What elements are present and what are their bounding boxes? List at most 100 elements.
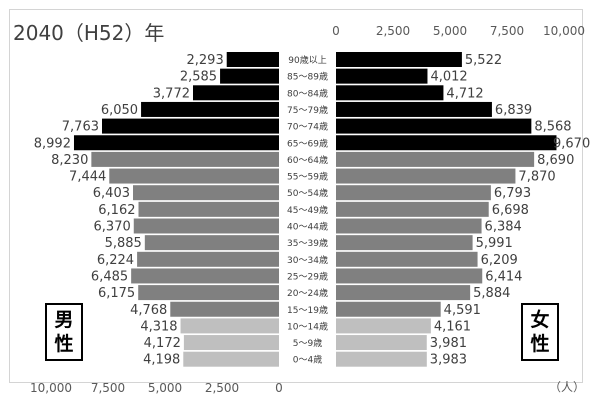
- male-tick-label: 2,500: [205, 381, 239, 395]
- female-value-label: 5,884: [473, 286, 510, 301]
- male-bar: [170, 301, 279, 317]
- female-value-label: 5,991: [476, 236, 513, 251]
- male-value-label: 3,772: [153, 86, 190, 101]
- female-bar: [336, 68, 428, 84]
- male-bar: [144, 235, 279, 251]
- female-bar: [336, 135, 557, 151]
- male-value-label: 6,050: [101, 103, 138, 118]
- male-bar: [138, 201, 279, 217]
- male-bar: [220, 68, 279, 84]
- female-bar: [336, 335, 427, 351]
- female-bars: [336, 52, 557, 367]
- male-tick-label: 10,000: [30, 381, 72, 395]
- female-value-label: 6,414: [485, 269, 522, 284]
- female-label-char-1: 女: [530, 309, 550, 331]
- female-value-label: 8,568: [534, 120, 571, 135]
- female-value-label: 4,591: [444, 303, 481, 318]
- female-label-char-2: 性: [530, 333, 550, 355]
- female-tick-label: 7,500: [490, 24, 524, 38]
- age-group-label: 25～29歳: [287, 270, 328, 282]
- age-group-label: 70～74歳: [287, 121, 328, 133]
- female-tick-label: 10,000: [543, 24, 585, 38]
- female-bar: [336, 301, 441, 317]
- female-value-label: 3,981: [430, 336, 467, 351]
- male-bar: [183, 335, 279, 351]
- chart-frame: [9, 9, 583, 383]
- male-axis-ticks: 10,000 7,500 5,000 2,500 0: [30, 381, 283, 395]
- male-value-label: 8,230: [51, 153, 88, 168]
- male-value-label: 4,768: [130, 303, 167, 318]
- female-value-label: 6,384: [485, 220, 522, 235]
- male-bar: [226, 52, 279, 67]
- unit-label: （人）: [549, 380, 586, 394]
- age-group-label: 65～69歳: [287, 137, 328, 149]
- female-value-label: 9,670: [553, 136, 590, 151]
- male-value-label: 6,224: [97, 253, 134, 268]
- male-bar: [138, 285, 279, 301]
- female-value-label: 4,712: [446, 86, 483, 101]
- female-bar: [336, 101, 492, 117]
- male-bar: [137, 251, 279, 267]
- age-group-label: 60～64歳: [287, 154, 328, 166]
- male-bar: [141, 101, 279, 117]
- male-bar: [131, 268, 279, 284]
- male-value-label: 6,370: [94, 220, 131, 235]
- female-bar: [336, 235, 473, 251]
- age-group-label: 75～79歳: [287, 104, 328, 116]
- female-axis-ticks: 0 2,500 5,000 7,500 10,000: [332, 24, 585, 38]
- female-bar: [336, 52, 462, 67]
- male-value-label: 6,175: [98, 286, 135, 301]
- age-group-label: 45～49歳: [287, 204, 328, 216]
- female-tick-label: 0: [332, 24, 340, 38]
- age-group-label: 55～59歳: [287, 171, 328, 183]
- age-group-label: 85～89歳: [287, 71, 328, 83]
- female-value-label: 8,690: [537, 153, 574, 168]
- male-bar: [180, 318, 279, 334]
- age-group-label: 50～54歳: [287, 187, 328, 199]
- female-tick-label: 5,000: [433, 24, 467, 38]
- male-bar: [73, 135, 280, 151]
- age-group-labels: 90歳以上 85～89歳 80～84歳 75～79歳 70～74歳 65～69歳 60～64…: [287, 54, 328, 366]
- female-value-label: 3,983: [430, 353, 467, 368]
- age-group-label: 0～4歳: [293, 354, 322, 366]
- female-bar: [336, 285, 471, 301]
- male-bar: [91, 151, 279, 167]
- female-value-label: 5,522: [465, 53, 502, 68]
- age-group-label: 30～34歳: [287, 254, 328, 266]
- male-bar: [183, 351, 279, 367]
- male-label-char-1: 男: [54, 309, 74, 331]
- male-value-label: 6,162: [98, 203, 135, 218]
- female-value-label: 4,161: [434, 319, 471, 334]
- age-group-label: 35～39歳: [287, 237, 328, 249]
- age-group-label: 40～44歳: [287, 221, 328, 233]
- age-group-label: 15～19歳: [287, 304, 328, 316]
- female-bar: [336, 85, 444, 101]
- male-bar: [192, 85, 279, 101]
- female-bar: [336, 268, 483, 284]
- male-value-label: 7,444: [69, 170, 106, 185]
- female-bar: [336, 251, 478, 267]
- female-bar: [336, 168, 516, 184]
- age-group-label: 20～24歳: [287, 287, 328, 299]
- female-value-label: 6,839: [495, 103, 532, 118]
- male-value-label: 6,403: [93, 186, 130, 201]
- male-value-label: 2,585: [180, 70, 217, 85]
- male-value-label: 4,198: [143, 353, 180, 368]
- female-bar: [336, 351, 427, 367]
- age-group-label: 90歳以上: [288, 54, 326, 66]
- female-label-box: 女 性: [521, 303, 559, 361]
- male-bar: [109, 168, 280, 184]
- male-bar: [133, 185, 279, 201]
- female-bar: [336, 151, 535, 167]
- age-group-label: 80～84歳: [287, 87, 328, 99]
- male-bar: [102, 118, 279, 134]
- female-bar: [336, 318, 431, 334]
- male-value-label: 6,485: [91, 269, 128, 284]
- age-group-label: 10～14歳: [287, 320, 328, 332]
- male-value-label: 2,293: [187, 53, 224, 68]
- chart-title: 2040（H52）年: [13, 21, 164, 45]
- male-value-label: 5,885: [105, 236, 142, 251]
- male-tick-label: 7,500: [91, 381, 125, 395]
